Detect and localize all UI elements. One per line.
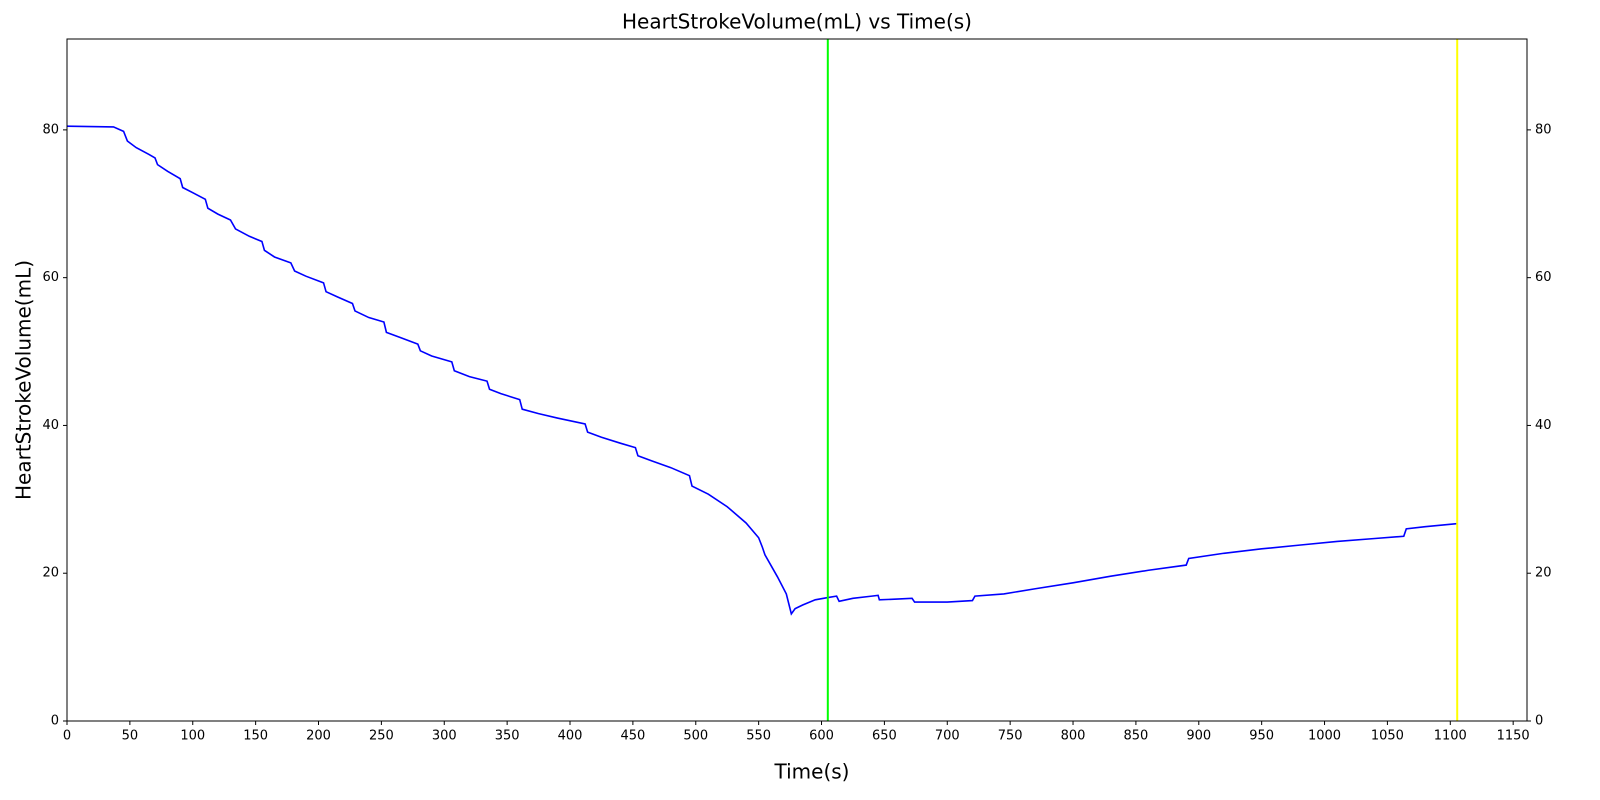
y2-tick-label: 60	[1535, 270, 1552, 285]
plot-frame	[66, 38, 1528, 722]
x-tick-label: 1050	[1371, 729, 1404, 744]
x-tick-label: 1100	[1434, 729, 1467, 744]
x-tick-label: 350	[495, 729, 520, 744]
y-tick-label: 0	[51, 714, 59, 729]
x-tick-label: 500	[683, 729, 708, 744]
x-tick-label: 700	[935, 729, 960, 744]
x-tick-label: 1000	[1308, 729, 1341, 744]
x-tick-label: 200	[306, 729, 331, 744]
y-tick-label: 80	[42, 122, 59, 137]
x-tick-label: 250	[369, 729, 394, 744]
y2-tick-label: 0	[1535, 714, 1543, 729]
x-tick-label: 400	[558, 729, 583, 744]
x-tick-label: 450	[620, 729, 645, 744]
chart-title: HeartStrokeVolume(mL) vs Time(s)	[622, 10, 972, 34]
x-tick-label: 900	[1186, 729, 1211, 744]
x-tick-label: 100	[180, 729, 205, 744]
x-tick-label: 0	[63, 729, 71, 744]
y2-tick-label: 40	[1535, 418, 1552, 433]
x-tick-label: 50	[122, 729, 139, 744]
y-tick-label: 20	[42, 566, 59, 581]
data-line	[66, 125, 1457, 616]
x-tick-label: 600	[809, 729, 834, 744]
x-axis-label: Time(s)	[774, 760, 850, 784]
y-axis-label: HeartStrokeVolume(mL)	[12, 260, 36, 500]
x-tick-label: 850	[1123, 729, 1148, 744]
x-tick-label: 300	[432, 729, 457, 744]
x-tick-label: 950	[1249, 729, 1274, 744]
x-tick-label: 650	[872, 729, 897, 744]
x-tick-label: 750	[998, 729, 1023, 744]
y-tick-label: 40	[42, 418, 59, 433]
x-tick-label: 550	[746, 729, 771, 744]
y2-tick-label: 80	[1535, 122, 1552, 137]
x-tick-label: 1150	[1497, 729, 1530, 744]
y-tick-label: 60	[42, 270, 59, 285]
x-tick-label: 150	[243, 729, 268, 744]
y2-tick-label: 20	[1535, 566, 1552, 581]
x-tick-label: 800	[1061, 729, 1086, 744]
